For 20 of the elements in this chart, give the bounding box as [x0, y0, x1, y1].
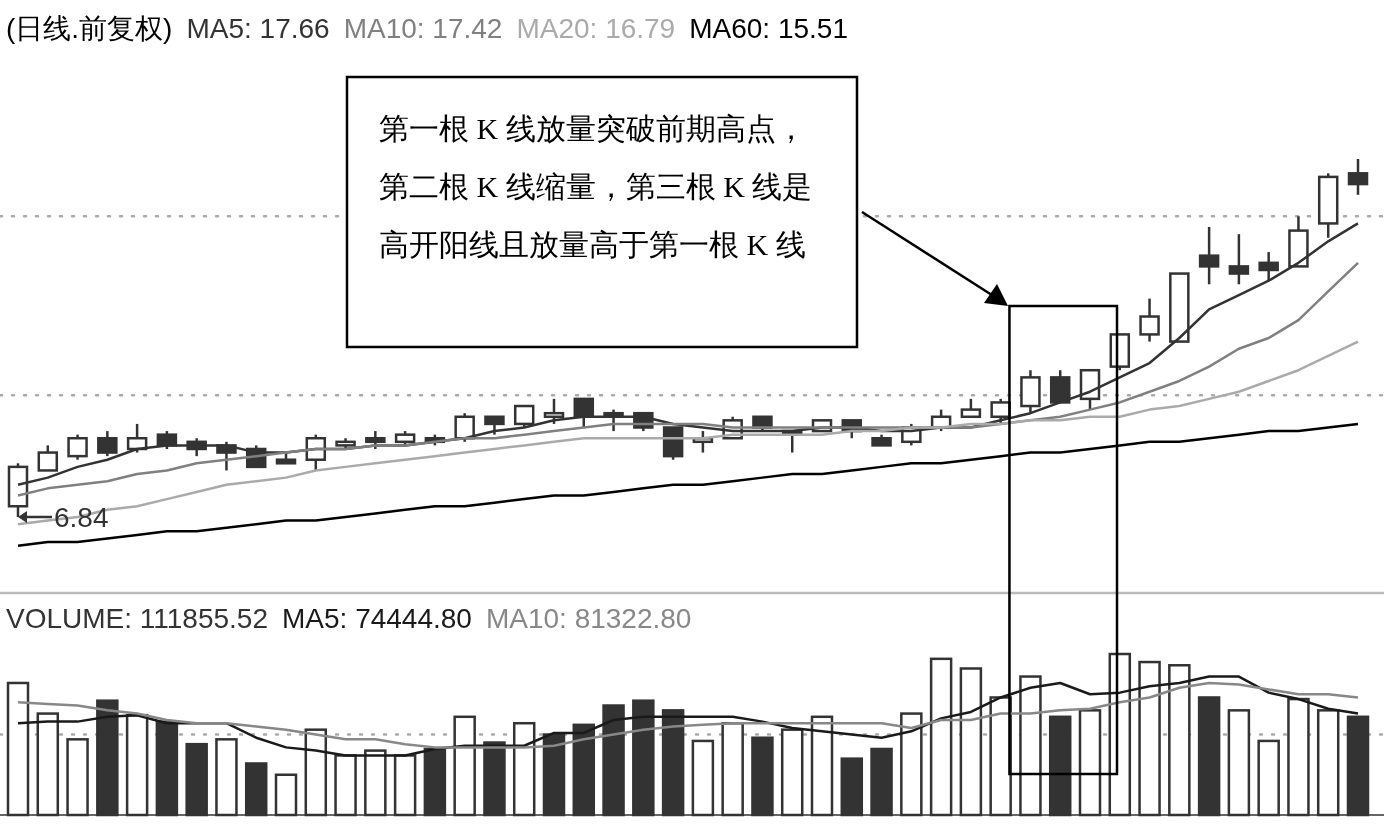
candlestick	[1139, 297, 1160, 343]
text: MA20: 16.79	[516, 13, 676, 44]
text: MA5: 74444.80	[282, 603, 472, 634]
candlestick	[1347, 157, 1369, 197]
candlestick	[513, 404, 535, 429]
text: MA60: 15.51	[689, 13, 848, 44]
series-label: VOLUME: 111855.52	[6, 603, 269, 634]
candlestick	[1228, 232, 1250, 286]
text: MA10: 17.42	[343, 13, 503, 44]
candlestick	[543, 397, 565, 426]
candlestick	[37, 444, 59, 472]
candlestick	[1198, 225, 1220, 286]
annotation: 6.84	[54, 502, 109, 533]
chart-title: (日线.前复权)	[6, 13, 173, 44]
candlestick	[67, 433, 88, 461]
text: MA10: 81322.80	[485, 603, 692, 634]
text: MA5: 17.66	[186, 13, 330, 44]
annotation: 第一根 K 线放量突破前期高点，第二根 K 线缩量，第三根 K 线是高开阳线且放量高于第一根 K 线	[379, 112, 813, 261]
candlestick	[1258, 250, 1279, 282]
candlestick	[97, 429, 118, 458]
